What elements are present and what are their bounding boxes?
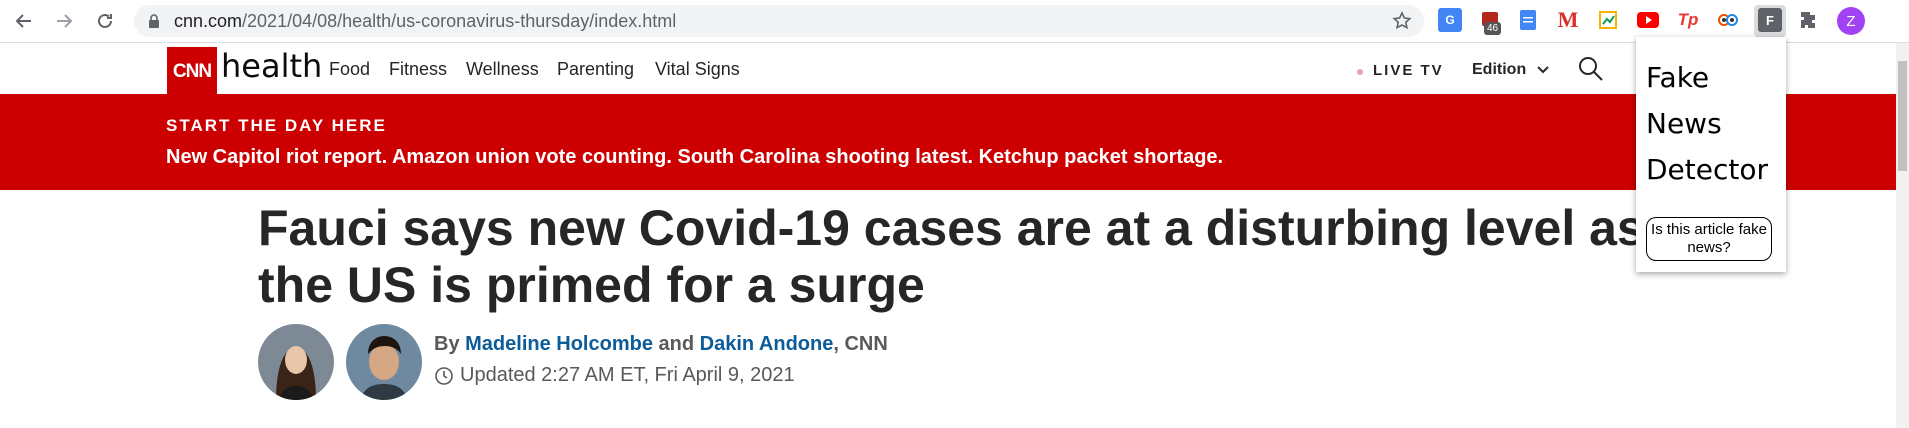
bookmark-star-icon[interactable] bbox=[1392, 11, 1412, 31]
fake-news-detector-popup: Fake News Detector Is this article fake … bbox=[1636, 37, 1786, 272]
byline-by: By bbox=[434, 333, 460, 355]
popup-title-line-3: Detector bbox=[1646, 153, 1769, 186]
forward-arrow-icon bbox=[57, 14, 73, 28]
google-translate-extension-icon[interactable]: G bbox=[1438, 8, 1462, 32]
forward-button[interactable] bbox=[50, 7, 78, 35]
address-bar[interactable]: cnn.com/2021/04/08/health/us-coronavirus… bbox=[134, 5, 1424, 37]
author-link-madeline[interactable]: Madeline Holcombe bbox=[465, 333, 653, 355]
clock-icon bbox=[435, 366, 453, 385]
updated-text: Updated 2:27 AM ET, Fri April 9, 2021 bbox=[460, 364, 795, 386]
page-scrollbar[interactable] bbox=[1896, 43, 1909, 428]
tp-extension-icon[interactable]: Tp bbox=[1677, 10, 1699, 29]
banner-kicker: START THE DAY HERE bbox=[166, 116, 387, 135]
extensions-puzzle-icon[interactable] bbox=[1797, 8, 1821, 32]
live-tv-link[interactable]: LIVE TV bbox=[1373, 62, 1444, 79]
nav-vital-signs[interactable]: Vital Signs bbox=[655, 59, 740, 79]
edition-label: Edition bbox=[1472, 61, 1527, 78]
byline-and: and bbox=[658, 333, 695, 355]
cnn-nav-bar: CNN health Food Fitness Wellness Parenti… bbox=[0, 43, 1909, 97]
author-link-dakin[interactable]: Dakin Andone bbox=[699, 333, 834, 355]
browser-toolbar: cnn.com/2021/04/08/health/us-coronavirus… bbox=[0, 0, 1909, 43]
edition-dropdown[interactable]: Edition bbox=[1472, 61, 1549, 79]
extension-badge-count: 46 bbox=[1484, 22, 1502, 35]
live-dot-icon bbox=[1357, 69, 1363, 75]
lock-icon[interactable] bbox=[148, 14, 160, 28]
updated-timestamp: Updated 2:27 AM ET, Fri April 9, 2021 bbox=[434, 364, 795, 387]
url-path: /2021/04/08/health/us-coronavirus-thursd… bbox=[242, 11, 677, 31]
check-fake-news-button[interactable]: Is this article fake news? bbox=[1646, 217, 1772, 261]
chevron-down-icon bbox=[1536, 66, 1549, 74]
start-the-day-banner[interactable]: START THE DAY HERE New Capitol riot repo… bbox=[0, 94, 1896, 190]
profile-avatar[interactable]: Z bbox=[1837, 7, 1865, 35]
nav-food[interactable]: Food bbox=[329, 59, 371, 79]
scrollbar-thumb[interactable] bbox=[1898, 61, 1907, 171]
cnn-logo[interactable]: CNN bbox=[167, 47, 217, 97]
owl-extension-icon[interactable] bbox=[1716, 8, 1740, 32]
nav-fitness[interactable]: Fitness bbox=[389, 59, 448, 79]
popup-title-line-1: Fake bbox=[1646, 61, 1710, 94]
chart-extension-icon[interactable] bbox=[1596, 8, 1620, 32]
popup-title: Fake News Detector bbox=[1646, 55, 1786, 193]
search-icon[interactable] bbox=[1578, 56, 1604, 82]
reload-icon bbox=[98, 13, 112, 28]
popup-title-line-2: News bbox=[1646, 107, 1722, 140]
url-host: cnn.com bbox=[174, 11, 243, 31]
nav-wellness[interactable]: Wellness bbox=[466, 59, 539, 79]
author-photo-dakin[interactable] bbox=[346, 324, 422, 400]
fake-news-detector-extension-icon[interactable]: F bbox=[1758, 8, 1782, 32]
reload-button[interactable] bbox=[91, 7, 119, 35]
gmail-extension-icon[interactable]: M bbox=[1557, 7, 1579, 32]
byline: By Madeline Holcombe and Dakin Andone, C… bbox=[434, 333, 888, 356]
byline-outlet: , CNN bbox=[833, 333, 888, 355]
docs-extension-icon[interactable] bbox=[1516, 8, 1540, 32]
health-section-logo[interactable]: health bbox=[221, 47, 323, 85]
youtube-extension-icon[interactable] bbox=[1636, 8, 1660, 32]
author-photo-madeline[interactable] bbox=[258, 324, 334, 400]
back-button[interactable] bbox=[10, 7, 38, 35]
url-text[interactable]: cnn.com/2021/04/08/health/us-coronavirus… bbox=[174, 5, 676, 37]
banner-headline[interactable]: New Capitol riot report. Amazon union vo… bbox=[166, 146, 1224, 168]
back-arrow-icon bbox=[15, 14, 31, 28]
article-title: Fauci says new Covid-19 cases are at a d… bbox=[258, 200, 1645, 313]
nav-parenting[interactable]: Parenting bbox=[557, 59, 635, 79]
